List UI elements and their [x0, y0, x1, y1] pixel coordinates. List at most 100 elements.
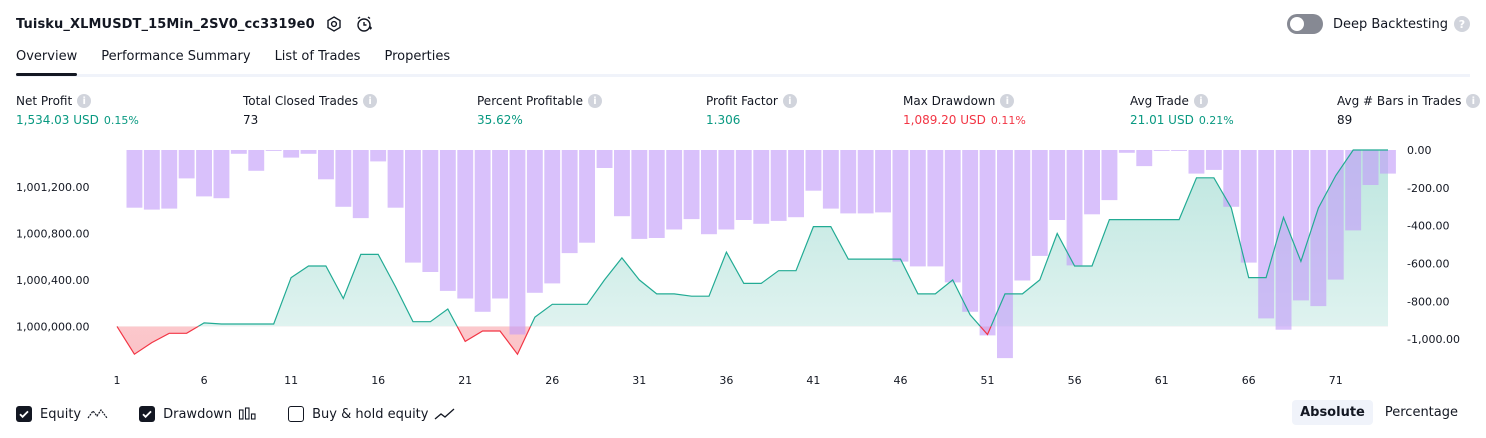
metric-value: 1,534.03 USD: [16, 113, 99, 127]
legend-drawdown[interactable]: Drawdown: [139, 406, 258, 422]
right-axis-tick-label: -1,000.00: [1407, 333, 1460, 346]
info-icon[interactable]: i: [587, 94, 602, 108]
settings-icon[interactable]: [323, 13, 345, 35]
metric-percent: 0.21%: [1198, 114, 1234, 127]
info-icon[interactable]: i: [363, 94, 378, 108]
drawdown-bar: [283, 150, 300, 158]
tab-performance-summary[interactable]: Performance Summary: [101, 49, 251, 64]
drawdown-bar: [1014, 150, 1031, 281]
tab-list-of-trades[interactable]: List of Trades: [274, 49, 361, 64]
drawdown-checkbox[interactable]: [139, 406, 156, 422]
left-axis-tick-label: 1,000,400.00: [16, 274, 89, 287]
x-axis-tick-label: 71: [1329, 374, 1343, 385]
drawdown-bar: [718, 150, 735, 230]
metric-label: Max Drawdown: [903, 94, 996, 108]
metric-percent-profitable: Percent Profitable i 35.62%: [477, 94, 602, 127]
metric-value: 35.62%: [477, 113, 523, 127]
drawdown-bar: [178, 150, 195, 179]
drawdown-bar: [1118, 150, 1135, 153]
x-axis-tick-label: 46: [894, 374, 908, 385]
tab-properties[interactable]: Properties: [384, 49, 451, 64]
legend-buy-hold[interactable]: Buy & hold equity: [288, 406, 456, 422]
equity-checkbox[interactable]: [16, 406, 32, 422]
drawdown-bar: [544, 150, 561, 284]
left-axis-tick-label: 1,001,200.00: [16, 181, 89, 194]
drawdown-bar: [857, 150, 874, 214]
drawdown-bar: [265, 150, 282, 151]
info-icon[interactable]: i: [1000, 94, 1015, 108]
drawdown-bar: [474, 150, 491, 312]
drawdown-bar: [1362, 150, 1379, 185]
equity-drawdown-chart[interactable]: 1,000,000.00 1,000,400.00 1,000,800.00 1,00…: [0, 140, 1486, 385]
help-icon[interactable]: ?: [1454, 16, 1470, 32]
buy-hold-checkbox[interactable]: [288, 406, 305, 422]
deep-backtesting-toggle[interactable]: [1286, 14, 1323, 34]
deep-backtesting-label: Deep Backtesting: [1332, 16, 1448, 32]
drawdown-bar: [213, 150, 230, 199]
x-axis-tick-label: 41: [806, 374, 820, 385]
drawdown-bar: [822, 150, 839, 209]
drawdown-bar: [1066, 150, 1083, 266]
drawdown-bar: [1205, 150, 1222, 170]
drawdown-bar: [927, 150, 944, 267]
x-axis-tick-label: 26: [545, 374, 559, 385]
equity-line-positive: [117, 149, 1388, 327]
x-axis-tick-label: 31: [632, 374, 646, 385]
legend-equity[interactable]: Equity: [16, 406, 109, 422]
metric-label: Net Profit: [16, 94, 73, 108]
drawdown-bar: [509, 150, 526, 335]
right-axis-tick-label: 0.00: [1407, 144, 1432, 157]
drawdown-bar: [422, 150, 439, 272]
drawdown-bar: [1049, 150, 1066, 220]
drawdown-bar: [770, 150, 787, 221]
chart-legend: Equity Drawdown Buy & hold equity: [16, 402, 486, 426]
drawdown-bar: [944, 150, 961, 283]
info-icon[interactable]: i: [782, 94, 797, 108]
right-axis-tick-label: -800.00: [1407, 295, 1449, 308]
metric-net-profit: Net Profit i 1,534.03 USD 0.15%: [16, 94, 139, 127]
drawdown-bar: [387, 150, 404, 208]
metric-value: 21.01 USD: [1130, 113, 1194, 127]
drawdown-bar: [997, 150, 1013, 359]
metric-value: 73: [243, 113, 259, 127]
legend-equity-label: Equity: [40, 406, 82, 422]
drawdown-bar: [683, 150, 700, 220]
drawdown-bar: [1293, 150, 1309, 301]
metrics-row: Net Profit i 1,534.03 USD 0.15% Total Clos…: [0, 94, 1486, 134]
drawdown-bar: [614, 150, 630, 217]
tab-overview[interactable]: Overview: [16, 44, 78, 76]
x-axis-tick-label: 36: [719, 374, 733, 385]
drawdown-bar: [1258, 150, 1275, 319]
drawdown-bar: [1240, 150, 1257, 263]
percentage-button[interactable]: Percentage: [1384, 405, 1458, 420]
drawdown-bar: [892, 150, 909, 262]
drawdown-bar: [1101, 150, 1118, 201]
drawdown-bar: [196, 150, 212, 197]
drawdown-bar: [788, 150, 804, 218]
scale-mode-switch: Absolute Percentage: [1288, 400, 1466, 425]
deep-backtesting: Deep Backtesting ?: [1286, 12, 1470, 36]
drawdown-bar: [631, 150, 648, 239]
info-icon[interactable]: i: [1193, 94, 1208, 108]
metric-avg-bars-in-trades: Avg # Bars in Trades i 89: [1337, 94, 1481, 127]
drawdown-bar: [370, 150, 387, 162]
drawdown-bar: [579, 150, 595, 243]
add-alert-icon[interactable]: [353, 13, 375, 35]
drawdown-bar: [143, 150, 160, 210]
drawdown-bar: [666, 150, 683, 230]
metric-max-drawdown: Max Drawdown i 1,089.20 USD 0.11%: [903, 94, 1026, 127]
x-axis-tick-label: 11: [284, 374, 298, 385]
info-icon[interactable]: i: [1466, 94, 1481, 108]
drawdown-bar: [875, 150, 891, 213]
info-icon[interactable]: i: [77, 94, 92, 108]
buy-hold-line-icon: [434, 407, 456, 421]
absolute-button[interactable]: Absolute: [1292, 400, 1373, 425]
x-axis-tick-label: 56: [1068, 374, 1082, 385]
equity-line-icon: [87, 407, 109, 421]
left-axis-tick-label: 1,000,000.00: [16, 320, 89, 333]
tab-bar: Overview Performance Summary List of Tra…: [16, 44, 1470, 77]
drawdown-bar: [979, 150, 996, 336]
x-axis-tick-label: 66: [1242, 374, 1256, 385]
drawdown-bar: [405, 150, 421, 263]
metric-value: 1,089.20 USD: [903, 113, 986, 127]
